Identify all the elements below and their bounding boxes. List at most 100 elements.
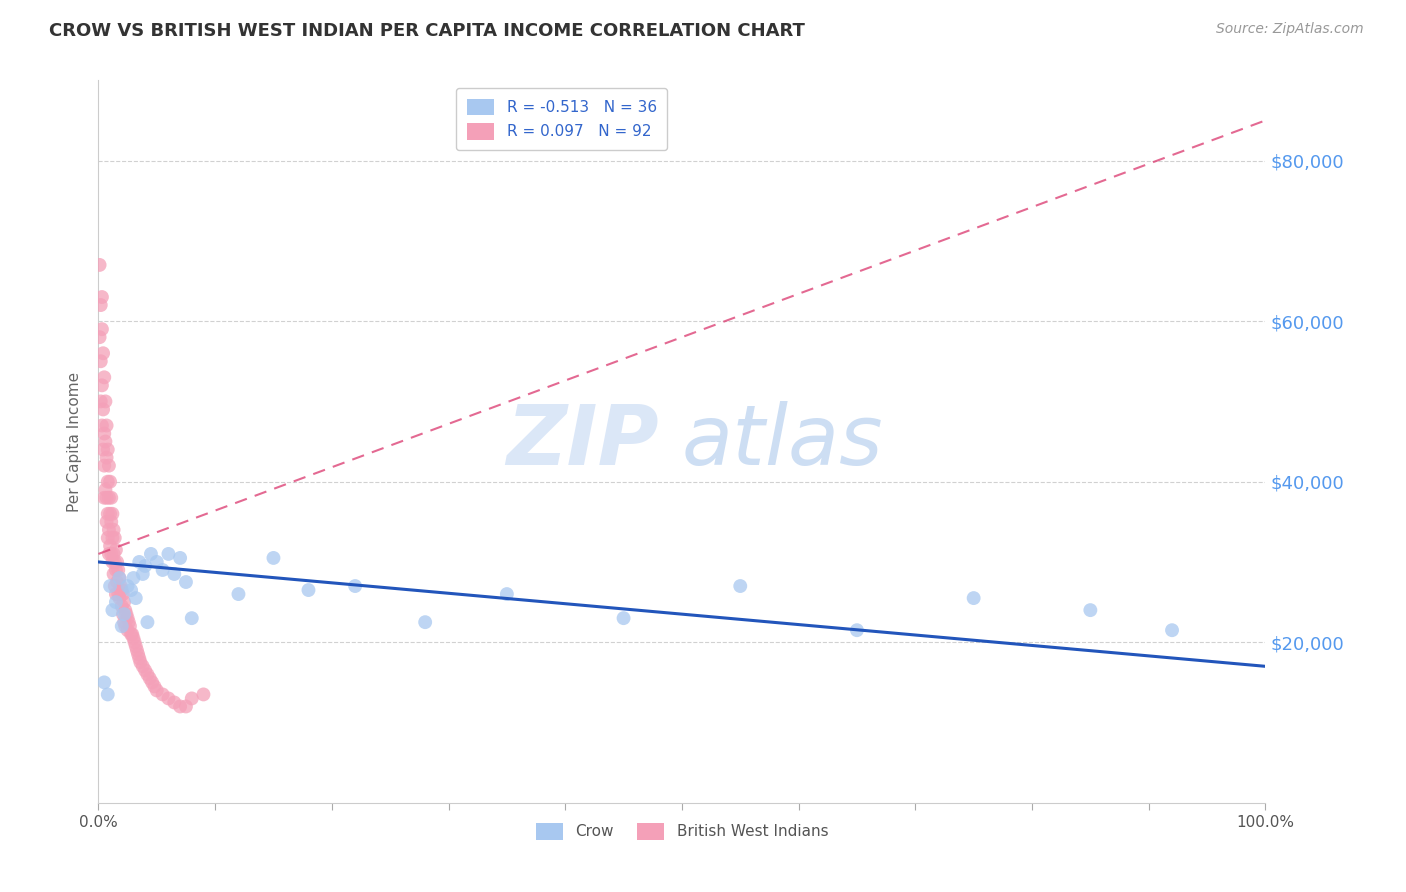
Point — [111, 607, 134, 621]
Point — [93, 426, 115, 441]
Point — [114, 619, 136, 633]
Point — [174, 574, 197, 589]
Point — [111, 587, 134, 601]
Point — [108, 591, 131, 605]
Point — [846, 623, 869, 637]
Point — [90, 298, 112, 312]
Point — [136, 615, 159, 630]
Point — [108, 571, 131, 585]
Point — [730, 579, 752, 593]
Point — [111, 583, 134, 598]
Point — [125, 639, 148, 653]
Point — [134, 558, 156, 574]
Point — [100, 491, 122, 505]
Point — [97, 523, 120, 537]
Point — [104, 587, 127, 601]
Text: Source: ZipAtlas.com: Source: ZipAtlas.com — [1216, 22, 1364, 37]
Point — [110, 579, 132, 593]
Point — [98, 475, 121, 489]
Point — [90, 418, 112, 433]
Point — [143, 680, 166, 694]
Point — [97, 475, 120, 489]
Point — [180, 691, 202, 706]
Point — [163, 696, 186, 710]
Point — [97, 687, 120, 701]
Point — [122, 571, 145, 585]
Point — [94, 483, 117, 497]
Point — [107, 587, 129, 601]
Point — [89, 258, 111, 272]
Point — [93, 370, 115, 384]
Point — [962, 591, 984, 605]
Point — [104, 579, 127, 593]
Point — [98, 507, 121, 521]
Point — [90, 378, 112, 392]
Point — [344, 579, 367, 593]
Point — [105, 555, 128, 569]
Legend: Crow, British West Indians: Crow, British West Indians — [530, 817, 834, 846]
Point — [112, 607, 135, 621]
Point — [139, 547, 162, 561]
Point — [114, 603, 136, 617]
Point — [93, 675, 115, 690]
Text: atlas: atlas — [682, 401, 883, 482]
Point — [96, 515, 118, 529]
Point — [91, 402, 114, 417]
Point — [132, 659, 155, 673]
Point — [146, 683, 169, 698]
Point — [146, 555, 169, 569]
Point — [96, 450, 118, 465]
Point — [117, 579, 139, 593]
Point — [152, 563, 174, 577]
Point — [97, 442, 120, 457]
Point — [104, 595, 127, 609]
Point — [115, 607, 138, 621]
Point — [90, 290, 112, 304]
Point — [120, 583, 142, 598]
Point — [141, 675, 163, 690]
Point — [97, 458, 120, 473]
Point — [117, 611, 139, 625]
Point — [157, 691, 180, 706]
Point — [91, 346, 114, 360]
Point — [128, 555, 150, 569]
Point — [104, 555, 127, 569]
Point — [90, 394, 112, 409]
Point — [103, 567, 125, 582]
Point — [613, 611, 636, 625]
Point — [98, 539, 121, 553]
Point — [125, 643, 148, 657]
Point — [1080, 603, 1102, 617]
Point — [97, 531, 120, 545]
Point — [169, 699, 191, 714]
Point — [111, 619, 134, 633]
Point — [97, 491, 120, 505]
Point — [124, 635, 146, 649]
Point — [132, 567, 155, 582]
Point — [91, 442, 114, 457]
Point — [413, 615, 436, 630]
Point — [90, 354, 112, 368]
Point — [101, 507, 124, 521]
Point — [96, 418, 118, 433]
Point — [120, 627, 142, 641]
Point — [100, 515, 122, 529]
Point — [94, 394, 117, 409]
Point — [97, 547, 120, 561]
Point — [111, 599, 134, 614]
Point — [104, 531, 127, 545]
Point — [93, 458, 115, 473]
Point — [96, 491, 118, 505]
Point — [117, 623, 139, 637]
Point — [101, 531, 124, 545]
Point — [127, 648, 149, 662]
Point — [93, 491, 115, 505]
Point — [94, 434, 117, 449]
Point — [97, 507, 120, 521]
Point — [101, 603, 124, 617]
Point — [108, 571, 131, 585]
Point — [169, 550, 191, 566]
Point — [496, 587, 519, 601]
Text: ZIP: ZIP — [506, 401, 658, 482]
Point — [103, 547, 125, 561]
